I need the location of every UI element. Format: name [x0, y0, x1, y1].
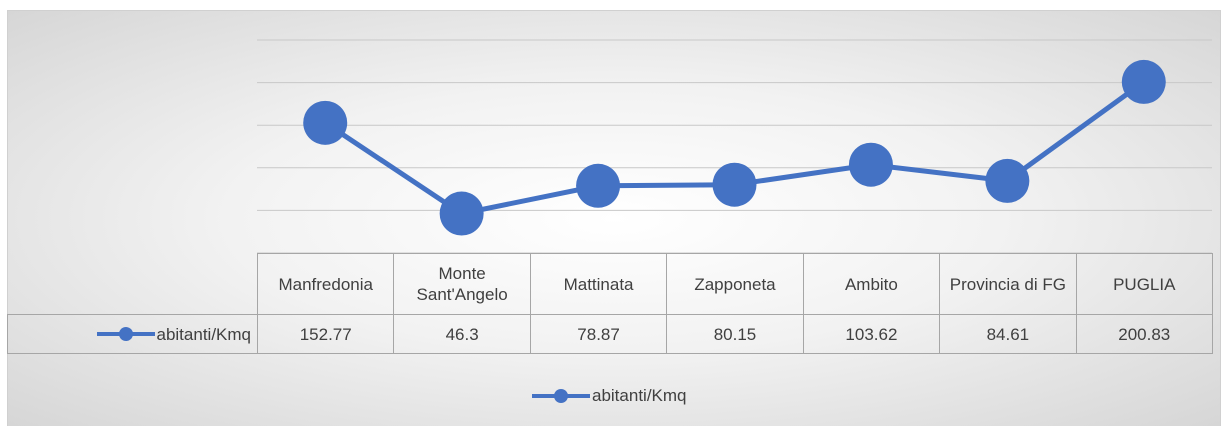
table-header-cell: Provincia di FG — [939, 253, 1077, 315]
table-series-cell: abitanti/Kmq — [7, 314, 258, 354]
marker — [576, 163, 621, 208]
table-value-cell: 200.83 — [1075, 314, 1213, 354]
legend-label: abitanti/Kmq — [592, 386, 687, 405]
table-value-cell: 152.77 — [257, 314, 395, 354]
legend-icon — [532, 389, 590, 403]
chart-area — [7, 10, 1221, 426]
series-name: abitanti/Kmq — [156, 324, 252, 344]
table-header-cell: Mattinata — [529, 253, 668, 315]
marker — [1121, 59, 1166, 104]
table-value-cell: 84.61 — [939, 314, 1077, 354]
table-header-cell: Zapponeta — [666, 253, 804, 315]
legend-icon — [96, 327, 155, 341]
legend-marker — [118, 327, 133, 341]
legend-marker — [554, 389, 568, 403]
table-header-cell: Ambito — [802, 253, 941, 315]
marker — [848, 142, 893, 187]
marker — [439, 191, 484, 236]
marker — [985, 158, 1030, 203]
table-value-cell: 46.3 — [393, 314, 531, 354]
table-header-cell: Monte Sant'Angelo — [393, 253, 531, 315]
table-value-cell: 103.62 — [802, 314, 941, 354]
table-value-cell: 80.15 — [666, 314, 804, 354]
marker — [712, 162, 757, 207]
table-header-cell: PUGLIA — [1075, 253, 1213, 315]
table-value-cell: 78.87 — [529, 314, 668, 354]
legend-item: abitanti/Kmq — [530, 386, 687, 406]
table-header-cell: Manfredonia — [257, 253, 395, 315]
marker — [303, 100, 348, 145]
